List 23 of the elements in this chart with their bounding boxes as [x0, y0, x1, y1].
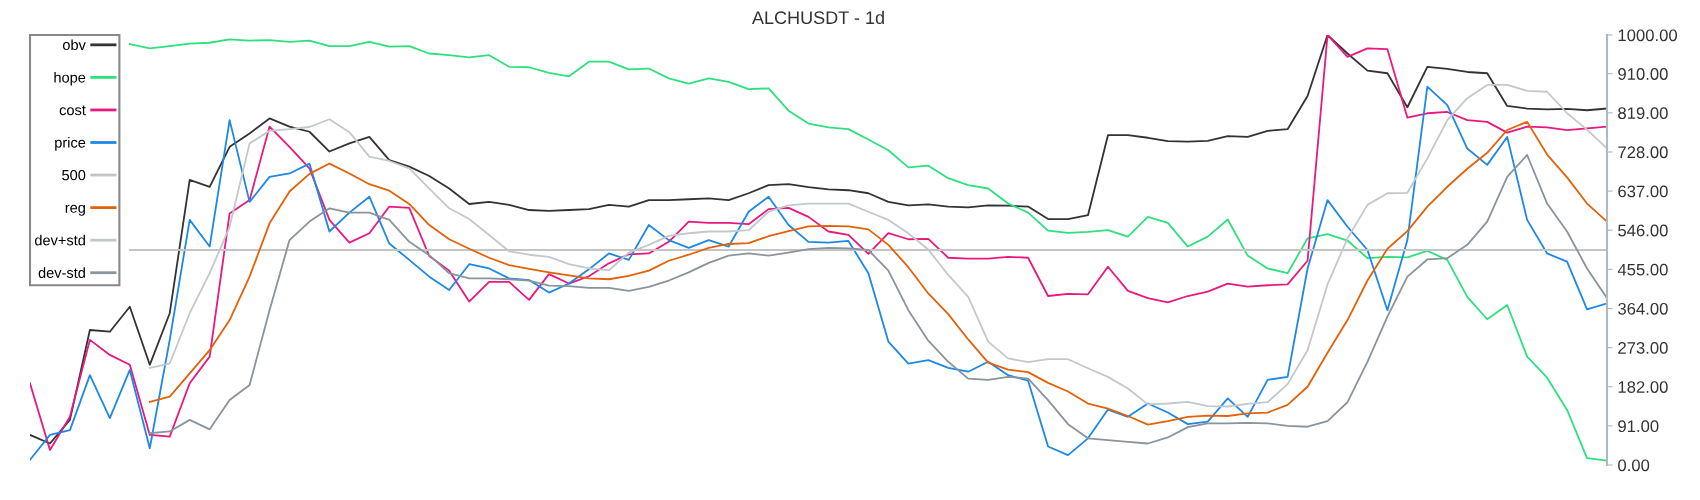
- y-tick-label: 273.00: [1618, 342, 1668, 354]
- y-tick-label: 637.00: [1618, 185, 1668, 198]
- line-series: [148, 154, 1607, 445]
- y-tick-label: 364.00: [1618, 302, 1668, 315]
- y-tick-label: 819.00: [1618, 107, 1668, 120]
- legend-label: 500: [62, 169, 86, 181]
- y-tick-label: 546.00: [1618, 224, 1668, 237]
- y-tick-label: 0.00: [1618, 459, 1650, 472]
- y-tick-label: 728.00: [1618, 146, 1668, 159]
- y-tick-label: 182.00: [1618, 381, 1668, 393]
- legend-label: dev-std: [38, 267, 85, 278]
- legend-label: price: [55, 137, 86, 151]
- line-series: [148, 120, 1607, 426]
- legend-label: dev+std: [34, 234, 85, 246]
- y-tick-label: 910.00: [1618, 68, 1668, 80]
- legend-label: obv: [62, 39, 86, 51]
- y-tick-label: 1000.00: [1618, 29, 1678, 42]
- legend-label: cost: [59, 105, 86, 116]
- legend-label: reg: [65, 204, 85, 216]
- y-tick-label: 455.00: [1617, 263, 1668, 276]
- legend-label: hope: [54, 71, 86, 86]
- chart-title: ALCHUSDT - 1d: [751, 10, 884, 25]
- y-tick-label: 91.00: [1618, 420, 1659, 433]
